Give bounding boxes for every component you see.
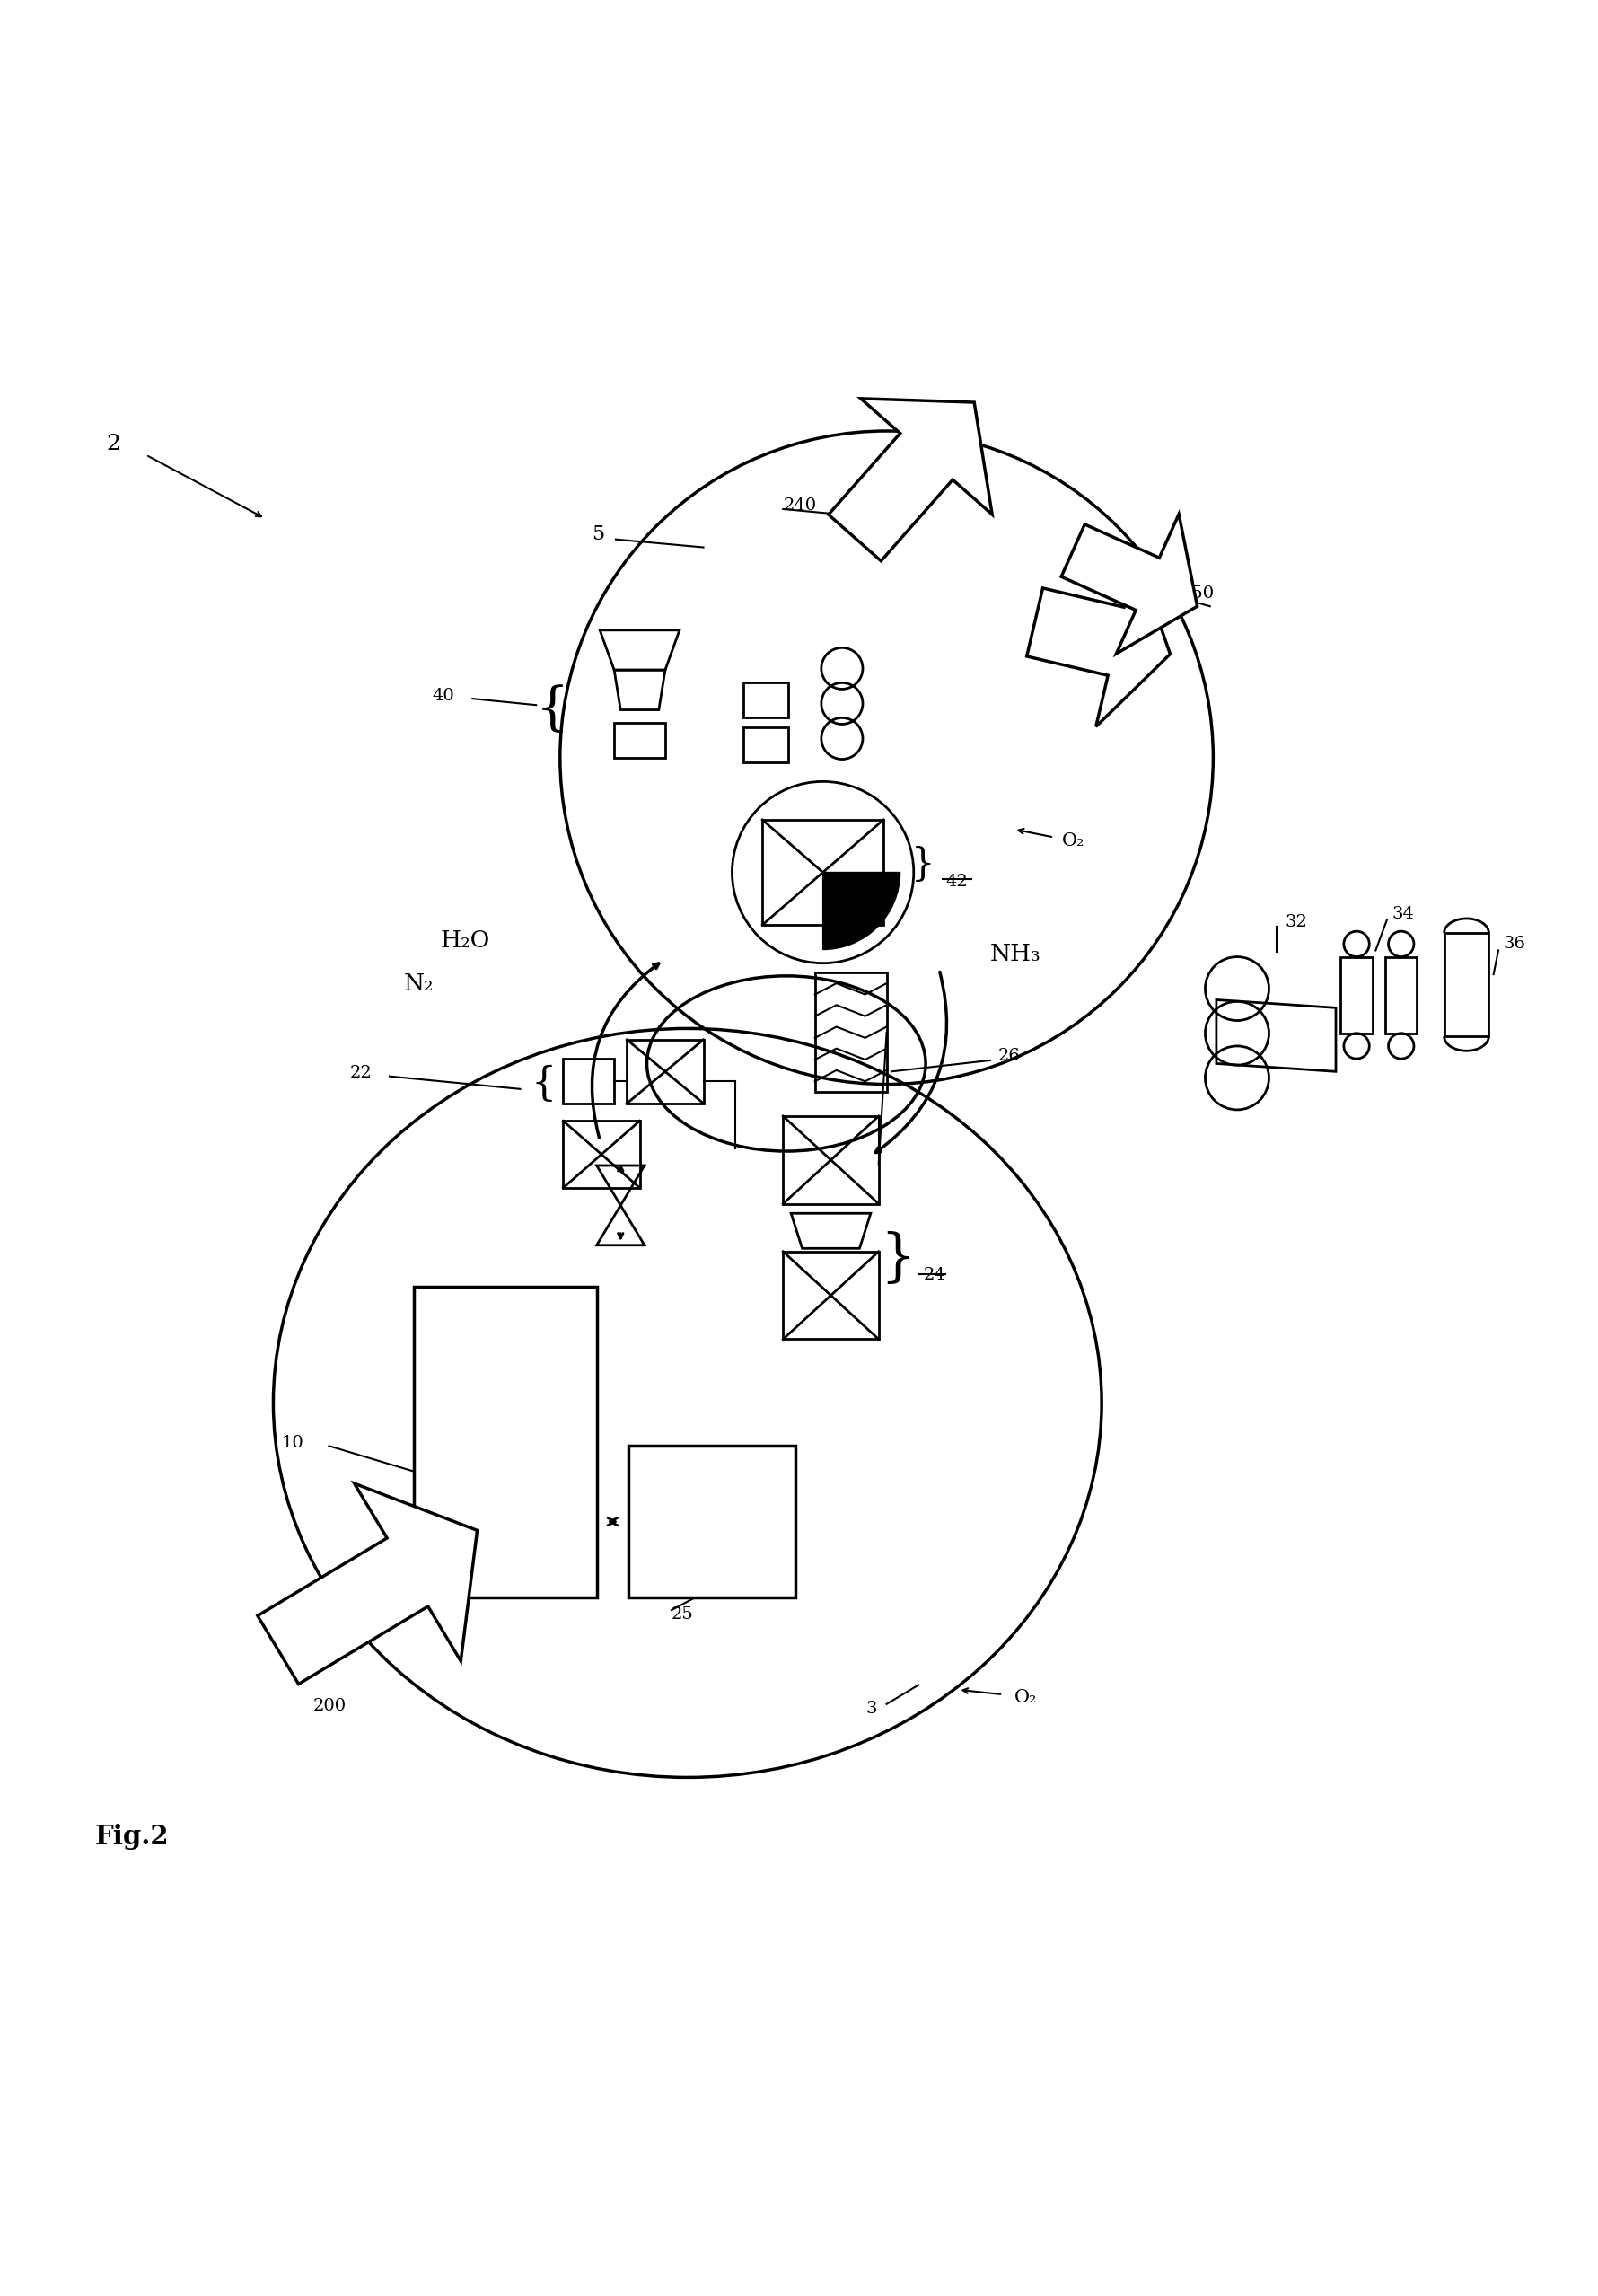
Text: 24: 24 <box>924 1267 946 1283</box>
Text: 200: 200 <box>313 1697 347 1713</box>
Text: Fig.2: Fig.2 <box>94 1823 169 1848</box>
Bar <box>783 1116 879 1203</box>
Text: ENERGY-ACQUISITION: ENERGY-ACQUISITION <box>499 1378 511 1506</box>
Bar <box>628 1446 796 1598</box>
Text: 3: 3 <box>866 1701 877 1717</box>
Text: 40: 40 <box>433 687 455 703</box>
Bar <box>562 1058 614 1104</box>
Bar <box>783 1251 879 1339</box>
Bar <box>562 1120 639 1187</box>
Text: 34: 34 <box>1392 905 1414 923</box>
Polygon shape <box>1028 556 1170 726</box>
Bar <box>1341 957 1373 1033</box>
Text: POWER: POWER <box>689 1520 735 1531</box>
Text: 2: 2 <box>105 434 120 455</box>
Text: 5: 5 <box>591 526 604 544</box>
Text: 32: 32 <box>1285 914 1307 930</box>
Text: NH₃: NH₃ <box>991 941 1042 964</box>
Text: }: } <box>880 1233 916 1288</box>
Text: 22: 22 <box>350 1065 372 1081</box>
Text: O₂: O₂ <box>1061 831 1085 850</box>
Bar <box>762 820 884 925</box>
Text: 42: 42 <box>946 875 968 891</box>
Wedge shape <box>823 872 900 951</box>
Text: H₂O: H₂O <box>441 930 491 953</box>
Polygon shape <box>1061 514 1197 654</box>
Bar <box>743 682 788 719</box>
Bar <box>815 974 887 1093</box>
Text: PLANT: PLANT <box>692 1564 733 1575</box>
Bar <box>626 1040 703 1104</box>
Polygon shape <box>828 400 992 560</box>
Text: SOLAR THERMAL: SOLAR THERMAL <box>449 1391 460 1492</box>
Bar <box>1445 932 1489 1035</box>
Bar <box>743 728 788 762</box>
Text: ELECTRIC: ELECTRIC <box>682 1479 741 1490</box>
Text: APPARATUS: APPARATUS <box>550 1407 562 1476</box>
Bar <box>1385 957 1417 1033</box>
Text: N₂: N₂ <box>404 974 435 994</box>
Text: O₂: O₂ <box>1015 1690 1037 1706</box>
Text: {: { <box>532 1065 556 1104</box>
Bar <box>614 723 665 758</box>
Text: 250: 250 <box>1181 585 1214 602</box>
Bar <box>414 1286 596 1598</box>
Text: }: } <box>911 845 935 884</box>
Text: {: { <box>535 684 569 735</box>
Polygon shape <box>257 1483 478 1683</box>
Text: 36: 36 <box>1504 937 1526 953</box>
Text: 26: 26 <box>999 1047 1021 1063</box>
Text: 10: 10 <box>281 1435 304 1451</box>
Text: 240: 240 <box>783 498 817 514</box>
Text: 25: 25 <box>671 1607 694 1623</box>
